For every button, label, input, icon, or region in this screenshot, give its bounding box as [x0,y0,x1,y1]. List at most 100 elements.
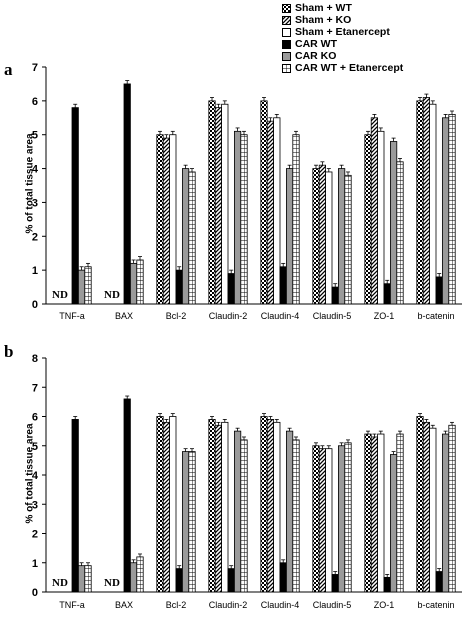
nd-label: ND [104,577,120,589]
bar [227,273,235,305]
bar [214,424,222,593]
bar [162,137,170,305]
y-tick-label: 5 [32,130,38,142]
bar [285,168,294,305]
nd-label: ND [104,289,120,301]
bar [227,568,235,593]
category-tick-label: Bcl-2 [166,311,187,321]
y-tick-label: 1 [32,558,38,570]
bar [337,168,346,305]
bar [78,565,86,593]
legend-item: CAR KO [282,50,472,62]
bar [337,445,346,593]
category-tick-label: TNF-a [59,600,85,610]
category-tick-label: Claudin-2 [209,311,248,321]
bar [181,451,190,593]
bar [429,427,437,593]
bar [240,134,248,305]
category-tick-label: Bcl-2 [166,600,187,610]
legend-item: Sham + KO [282,14,472,26]
legend-swatch [282,51,291,61]
bar [273,117,281,305]
bar [175,568,183,593]
bar [169,416,177,593]
y-tick-label: 8 [32,353,38,365]
bar [221,421,229,593]
bar [448,114,456,305]
bar [448,424,456,593]
bar [123,83,131,305]
bar [233,130,242,305]
bar [377,130,385,305]
bar [240,439,248,593]
nd-label: ND [52,577,68,589]
bar [156,416,164,593]
y-tick-label: 5 [32,441,38,453]
bar [370,117,379,305]
chart-legend: Sham + WT Sham + KO Sham + Etanercept CA… [282,2,472,74]
bar [136,556,144,593]
bar [389,454,398,593]
legend-item: CAR WT [282,38,472,50]
y-tick-label: 2 [32,529,38,541]
bar [325,171,333,305]
bar [129,562,138,593]
bar [383,283,391,305]
category-tick-label: TNF-a [59,311,85,321]
bar [285,430,294,593]
bar [429,103,437,305]
category-tick-label: Claudin-5 [313,600,352,610]
bar [377,433,385,593]
bar [416,100,424,305]
y-tick-label: 2 [32,231,38,243]
bar [422,97,431,305]
bar [136,259,144,305]
bar [279,562,287,593]
legend-swatch [282,15,291,25]
bar [181,168,190,305]
category-tick-label: b-catenin [417,311,454,321]
bar [214,107,222,305]
bar [441,117,450,305]
legend-label: Sham + Etanercept [295,26,390,38]
bar [84,565,92,593]
panel-label-b: b [4,342,14,361]
legend-swatch [282,3,291,13]
bar [208,100,216,305]
bar [233,430,242,593]
legend-item: Sham + Etanercept [282,26,472,38]
y-tick-label: 6 [32,96,38,108]
legend-label: Sham + KO [295,14,352,26]
bar [370,436,379,593]
bar [188,451,196,593]
bar [273,421,281,593]
legend-swatch [282,39,291,49]
y-tick-label: 7 [32,382,38,394]
bar [318,448,327,593]
bar [318,164,327,305]
panel-label-a: a [4,60,13,79]
bar [383,576,391,593]
legend-swatch [282,63,291,73]
y-tick-label: 4 [32,164,39,176]
bar [266,419,275,593]
bar [435,571,443,593]
bar [312,445,320,593]
legend-swatch [282,27,291,37]
legend-item: Sham + WT [282,2,472,14]
bar [331,574,339,593]
y-tick-label: 3 [32,499,38,511]
legend-label: CAR WT + Etanercept [295,62,404,74]
category-tick-label: ZO-1 [374,600,395,610]
bar [71,107,79,305]
bar [331,286,339,305]
bar [364,134,372,305]
y-tick-label: 7 [32,62,38,74]
chart-panel-b: 0 1 2 3 4 5 6 7 8 TNF-a BAX Bcl-2 Claudin-2 Claudin-4… [32,353,462,610]
bar [279,266,287,305]
bar [266,120,275,305]
bar [208,419,216,593]
y-tick-label: 0 [32,299,38,311]
nd-label: ND [52,289,68,301]
bar [416,416,424,593]
